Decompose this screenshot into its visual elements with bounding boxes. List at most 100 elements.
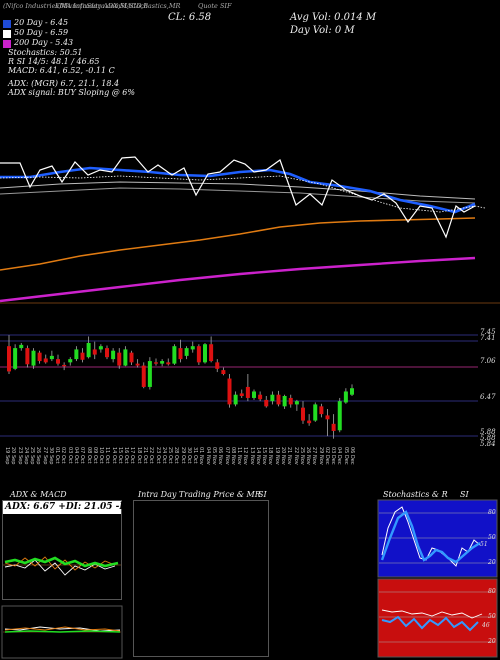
candle-body xyxy=(7,346,11,372)
candle-body xyxy=(276,394,281,405)
ema200-line xyxy=(0,256,476,303)
candle-body xyxy=(141,365,146,387)
candle-body xyxy=(190,346,195,350)
candle-body xyxy=(227,378,232,405)
stochastics-panel-title: Stochastics & R xyxy=(383,490,448,499)
candle-body xyxy=(239,393,244,396)
candle-body xyxy=(288,397,293,405)
candle-body xyxy=(56,359,60,364)
candle-body xyxy=(203,344,207,363)
price-axis-label-4: 6.47 xyxy=(480,393,496,401)
candle-body xyxy=(331,423,336,431)
candle-body xyxy=(135,363,140,366)
intraday-panel-si: SI xyxy=(258,490,267,499)
candle-body xyxy=(147,361,152,387)
stoch-k-line xyxy=(381,506,481,567)
candle-body xyxy=(301,407,305,421)
candle-body xyxy=(270,394,275,402)
candle-body xyxy=(111,350,116,360)
close-price: CL: 6.58 xyxy=(168,12,212,23)
stoch-level-80: 80 xyxy=(488,509,496,516)
candle-body xyxy=(86,342,91,358)
candle-body xyxy=(74,349,79,360)
rsi-level-80: 80 xyxy=(488,588,496,595)
candle-body xyxy=(245,386,250,398)
candle-body xyxy=(350,388,354,395)
candle-body xyxy=(80,352,85,360)
adx-signal-label: ADX signal: BUY Sloping @ 6% xyxy=(8,88,135,97)
candle-body xyxy=(221,370,226,374)
price-axis-label-7: 5.84 xyxy=(480,440,496,448)
candle-body xyxy=(160,361,165,364)
indicator-list-2: SI,Stochastics,MR xyxy=(120,2,181,10)
ema-chart xyxy=(0,156,500,304)
candle-body xyxy=(31,350,36,366)
candlestick-chart xyxy=(0,334,478,439)
candle-body xyxy=(313,404,318,421)
adx-values: ADX: 6.67 +DI: 21.05 -DI: 18.42 xyxy=(5,502,166,512)
price-line xyxy=(0,156,476,239)
day-volume: Day Vol: 0 M xyxy=(290,25,355,36)
candle-body xyxy=(43,358,48,363)
quote-label: Quote SIF xyxy=(198,2,232,10)
stoch-current-value: 51 xyxy=(480,541,488,548)
adx-panel xyxy=(2,500,122,600)
candle-body xyxy=(154,362,158,364)
candle-body xyxy=(105,348,109,358)
ema20-label: 20 Day - 6.45 xyxy=(14,18,69,27)
candle-body xyxy=(282,396,287,407)
candle-body xyxy=(264,399,269,407)
rsi-current-value: 46 xyxy=(482,622,490,629)
candle-body xyxy=(209,344,214,362)
candle-body xyxy=(37,352,42,362)
candle-body xyxy=(49,355,54,360)
stoch-d-line xyxy=(380,510,481,564)
stoch-level-20: 20 xyxy=(488,559,496,566)
candle-body xyxy=(233,394,238,405)
ema20-swatch xyxy=(3,20,11,28)
candle-body xyxy=(19,344,24,349)
candle-body xyxy=(25,348,30,365)
intraday-panel xyxy=(133,500,269,657)
price-axis-label-5: 5.88 xyxy=(480,428,496,436)
candle-body xyxy=(13,348,18,369)
rsi-level-50: 50 xyxy=(488,613,496,620)
candle-body xyxy=(117,352,122,366)
candle-body xyxy=(252,391,256,398)
minus-di-line xyxy=(4,556,119,568)
ema50-upper-line xyxy=(0,181,476,200)
candle-body xyxy=(196,346,201,363)
candle-body xyxy=(62,364,67,367)
macd-label: MACD: 6.41, 6.52, -0.11 C xyxy=(8,66,115,75)
price-axis-label-2: 7.41 xyxy=(480,334,496,342)
ema20-line xyxy=(0,166,476,214)
adx-panel-title: ADX & MACD xyxy=(10,490,67,499)
brand-watermark: (Nifco Industries)MunafaSutra.com xyxy=(3,2,121,10)
rsi-line xyxy=(381,609,483,619)
stochastics-label: Stochastics: 50.51 xyxy=(8,48,83,57)
price-axis-label-6: 5.88 xyxy=(480,434,496,442)
candle-body xyxy=(215,362,220,369)
price-axis-label-3: 7.06 xyxy=(480,357,496,365)
stochastics-panel-si: SI xyxy=(460,490,469,499)
candle-body xyxy=(68,359,73,363)
long-ma-line xyxy=(0,217,476,271)
macd-hist-line xyxy=(4,630,121,633)
adx-label: ADX: (MGR) 6.7, 21.1, 18.4 xyxy=(8,79,120,88)
candle-body xyxy=(307,420,312,424)
candle-body xyxy=(123,349,128,366)
candle-body xyxy=(129,352,134,363)
candle-body xyxy=(166,362,171,365)
ema200-swatch xyxy=(3,40,11,48)
intraday-panel-title: Intra Day Trading Price & MR xyxy=(138,490,261,499)
candle-body xyxy=(172,346,177,364)
macd-signal-line xyxy=(4,626,121,632)
plus-di-line xyxy=(4,556,116,571)
candle-body xyxy=(178,348,183,360)
candle-body xyxy=(294,401,299,405)
candle-body xyxy=(337,401,342,431)
candle-body xyxy=(258,394,263,400)
price-axis-label-1: 7.45 xyxy=(480,328,496,336)
candle-body xyxy=(319,406,324,415)
